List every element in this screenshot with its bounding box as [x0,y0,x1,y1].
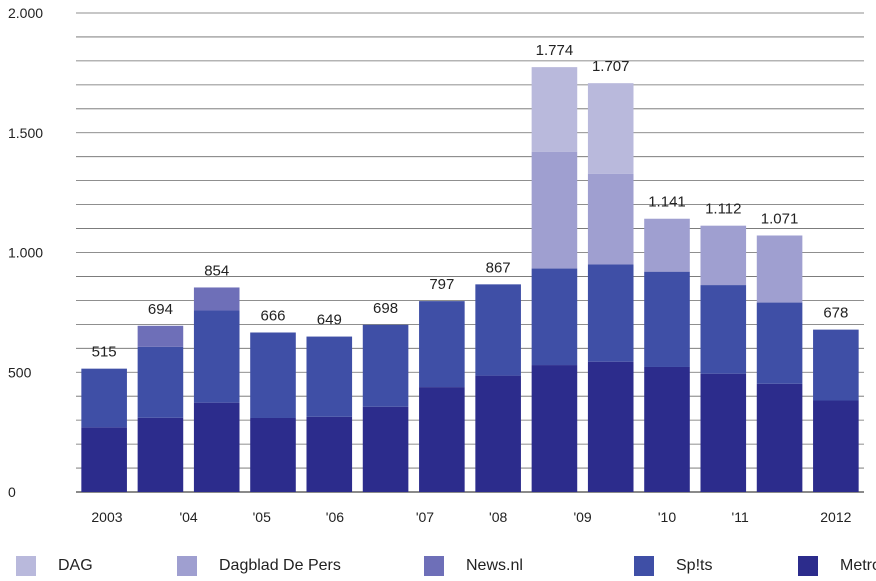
bar-value-label: 1.774 [536,42,574,59]
bar-segment-metro [250,417,296,492]
legend-swatch [798,556,818,576]
bars [81,67,859,492]
bar-value-label: 854 [204,262,229,279]
bar-value-label: 797 [429,276,454,293]
legend-item: DAG [16,555,93,577]
bar-value-label: 649 [317,312,342,329]
bar-segment-dag [531,67,578,152]
y-axis-ticks: 0 500 1.000 1.500 2.000 [8,5,43,500]
y-tick-label: 1.000 [8,245,43,261]
bar-value-labels: 515 694 854 666 649 698 797 867 1.774 1.707 1.141 1… [92,42,849,361]
bar-segment-metro [81,427,127,492]
bar-segment-metro [137,417,184,492]
x-tick-label: 2012 [820,509,851,525]
bar-segment-dag [587,83,634,174]
bar-segment-metro [813,400,859,492]
legend-swatch [634,556,654,576]
bar-segment-metro [531,365,578,492]
x-tick-label: '09 [573,509,591,525]
stacked-bar-chart: 0 500 1.000 1.500 2.000 515 694 854 666 649 698 79… [8,5,864,525]
bar-value-label: 1.707 [592,58,630,75]
bar-segment-sp-ts [306,336,353,417]
legend: DAG Dagblad De Pers News.nl Sp!ts Metro [0,555,876,581]
legend-label: DAG [58,557,93,574]
y-tick-label: 1.500 [8,125,43,141]
bar-segment-sp-ts [756,302,803,384]
legend-swatch [424,556,444,576]
y-tick-label: 2.000 [8,5,43,21]
bar-segment-metro [644,366,690,492]
x-tick-label: '11 [732,509,749,525]
bar-segment-metro [756,383,803,492]
legend-item: Dagblad De Pers [177,555,341,577]
x-tick-label: '06 [326,509,344,525]
bar-segment-news-nl [137,325,184,347]
bar-segment-sp-ts [362,324,409,407]
bar-segment-metro [362,406,409,492]
legend-item: Metro [798,555,876,577]
bar-segment-dagblad-de-pers [644,218,690,272]
bar-segment-metro [419,387,465,492]
bar-segment-metro [700,373,747,492]
bar-segment-sp-ts [587,264,634,362]
bar-segment-sp-ts [644,271,690,367]
legend-label: Metro [840,557,876,574]
x-tick-label: '05 [253,509,271,525]
bar-segment-dagblad-de-pers [531,151,578,269]
bar-segment-sp-ts [813,329,859,401]
bar-segment-metro [193,402,240,492]
bar-segment-sp-ts [531,268,578,366]
bar-segment-sp-ts [81,368,127,428]
x-tick-label: '07 [416,509,434,525]
legend-swatch [177,556,197,576]
bar-segment-sp-ts [137,346,184,418]
bar-value-label: 698 [373,300,398,317]
x-tick-label: '10 [658,509,676,525]
bar-segment-dagblad-de-pers [700,225,747,286]
bar-segment-sp-ts [193,310,240,403]
legend-label: News.nl [466,557,523,574]
bar-value-label: 1.112 [705,201,741,218]
x-tick-label: '08 [489,509,507,525]
bar-segment-dagblad-de-pers [756,235,803,303]
y-tick-label: 500 [8,364,32,380]
x-axis-ticks: 2003 '04 '05 '06 '07 '08 '09 '10 '11 2012 [91,509,851,525]
y-tick-label: 0 [8,484,16,500]
bar-value-label: 867 [486,259,511,276]
legend-label: Sp!ts [676,557,713,574]
bar-segment-sp-ts [250,332,296,418]
bar-value-label: 1.141 [648,194,686,211]
bar-segment-metro [587,361,634,492]
bar-segment-sp-ts [475,284,521,376]
bar-segment-dagblad-de-pers [587,173,634,265]
legend-label: Dagblad De Pers [219,557,341,574]
bar-segment-sp-ts [700,285,747,374]
bar-segment-metro [475,375,521,492]
bar-value-label: 666 [260,307,285,324]
bar-value-label: 1.071 [761,210,799,227]
legend-swatch [16,556,36,576]
bar-value-label: 678 [823,305,848,322]
bar-segment-news-nl [193,287,240,311]
bar-value-label: 694 [148,301,173,318]
legend-item: News.nl [424,555,523,577]
x-tick-label: 2003 [91,509,122,525]
bar-segment-metro [306,416,353,492]
legend-item: Sp!ts [634,555,712,577]
x-tick-label: '04 [179,509,197,525]
bar-value-label: 515 [92,344,117,361]
bar-segment-sp-ts [419,301,465,388]
